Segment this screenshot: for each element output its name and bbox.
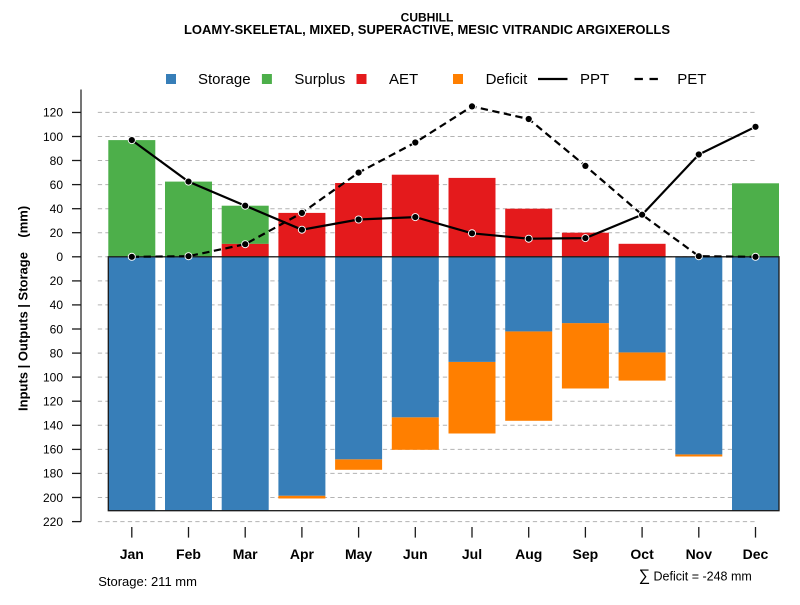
svg-text:Inputs | Outputs | Storage: Inputs | Outputs | Storage (mm) — [15, 206, 30, 411]
svg-text:40: 40 — [50, 202, 64, 216]
svg-text:80: 80 — [50, 346, 64, 360]
svg-text:220: 220 — [43, 515, 63, 529]
svg-text:20: 20 — [50, 274, 64, 288]
svg-text:PPT: PPT — [580, 71, 609, 88]
svg-text:80: 80 — [50, 154, 64, 168]
svg-text:100: 100 — [43, 130, 63, 144]
svg-text:20: 20 — [50, 226, 64, 240]
svg-text:100: 100 — [43, 370, 63, 384]
svg-text:Feb: Feb — [176, 546, 201, 562]
svg-text:160: 160 — [43, 443, 63, 457]
svg-text:Oct: Oct — [630, 546, 654, 562]
svg-text:Jan: Jan — [120, 546, 144, 562]
svg-text:200: 200 — [43, 491, 63, 505]
svg-text:Nov: Nov — [686, 546, 713, 562]
svg-text:Apr: Apr — [290, 546, 315, 562]
svg-text:Storage: Storage — [198, 71, 251, 88]
svg-text:120: 120 — [43, 106, 63, 120]
svg-text:∑Deficit = -248 mm: ∑ Deficit = -248 mm — [639, 568, 752, 585]
svg-text:180: 180 — [43, 467, 63, 481]
svg-text:60: 60 — [50, 178, 64, 192]
svg-text:60: 60 — [50, 322, 64, 336]
svg-text:Dec: Dec — [743, 546, 769, 562]
svg-text:Surplus: Surplus — [294, 71, 345, 88]
svg-text:Jul: Jul — [462, 546, 482, 562]
svg-text:120: 120 — [43, 395, 63, 409]
svg-text:Storage: 211 mm: Storage: 211 mm — [98, 574, 197, 589]
svg-text:40: 40 — [50, 298, 64, 312]
svg-text:0: 0 — [56, 250, 63, 264]
svg-text:140: 140 — [43, 419, 63, 433]
svg-text:Deficit: Deficit — [486, 71, 529, 88]
svg-text:CUBHILL: CUBHILL — [401, 10, 454, 24]
svg-text:Mar: Mar — [233, 546, 258, 562]
svg-text:LOAMY-SKELETAL, MIXED, SUPERAC: LOAMY-SKELETAL, MIXED, SUPERACTIVE, MESI… — [184, 22, 670, 37]
svg-text:Jun: Jun — [403, 546, 428, 562]
svg-text:May: May — [345, 546, 372, 562]
svg-text:PET: PET — [677, 71, 706, 88]
svg-text:Sep: Sep — [573, 546, 599, 562]
svg-text:AET: AET — [389, 71, 418, 88]
svg-text:Aug: Aug — [515, 546, 542, 562]
